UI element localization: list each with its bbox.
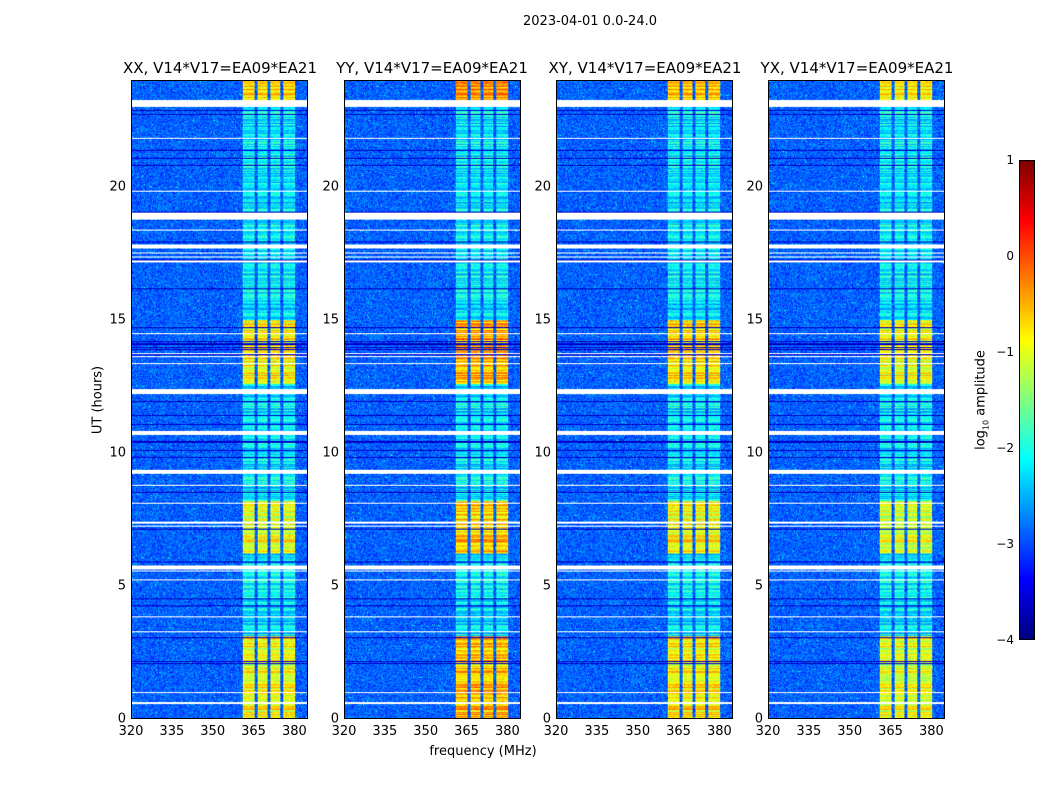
waterfall-image [132,81,307,718]
x-tick-label: 320 [543,724,569,739]
y-tick-label: 0 [117,711,126,727]
x-tick-label: 365 [878,724,903,739]
colorbar-tick-label: −3 [996,537,1014,551]
x-tick-label: 365 [454,724,479,739]
x-axis-label: frequency (MHz) [429,744,537,759]
x-tick-label: 380 [494,724,520,739]
x-tick-label: 350 [625,724,651,739]
y-tick-label: 5 [117,578,126,594]
y-tick-label: 0 [330,711,339,727]
waterfall-image [557,81,732,718]
colorbar-gradient [1020,161,1034,639]
waterfall-panel-yy [344,80,521,719]
y-tick-label: 0 [754,711,763,727]
y-tick-label: 15 [322,312,339,328]
panel-title-yx: YX, V14*V17=EA09*EA21 [760,59,954,77]
y-tick-label: 20 [534,179,551,194]
panel-title-xy: XY, V14*V17=EA09*EA21 [548,59,742,77]
x-tick-label: 380 [918,724,944,739]
colorbar-label: log10 amplitude [973,350,991,450]
x-tick-label: 320 [331,724,357,739]
y-tick-label: 10 [746,445,763,461]
colorbar-tick-label: −1 [996,345,1014,359]
y-tick-label: 5 [754,578,763,594]
y-axis-label: UT (hours) [90,365,106,435]
colorbar-tick-label: 0 [1006,249,1014,263]
x-tick-label: 350 [837,724,863,739]
x-tick-label: 350 [413,724,439,739]
x-tick-label: 335 [372,724,398,739]
x-tick-label: 350 [200,724,226,739]
y-tick-label: 10 [322,445,339,461]
panel-title-xx: XX, V14*V17=EA09*EA21 [122,59,318,77]
y-tick-label: 10 [534,445,551,461]
colorbar-tick-label: −4 [996,633,1014,647]
x-tick-label: 335 [796,724,822,739]
waterfall-image [769,81,944,718]
y-tick-label: 0 [542,711,551,727]
waterfall-image [345,81,520,718]
y-tick-label: 20 [746,179,763,194]
y-tick-label: 5 [330,578,339,594]
x-tick-label: 380 [281,724,307,739]
waterfall-panel-yx [768,80,945,719]
y-tick-label: 15 [109,312,126,328]
x-tick-label: 335 [159,724,185,739]
figure-title: 2023-04-01 0.0-24.0 [523,14,657,29]
colorbar [1019,160,1035,640]
y-tick-label: 20 [109,179,126,194]
waterfall-panel-xx [131,80,308,719]
x-tick-label: 335 [584,724,610,739]
x-tick-label: 320 [118,724,144,739]
panel-title-yy: YY, V14*V17=EA09*EA21 [336,59,528,77]
x-tick-label: 365 [241,724,266,739]
colorbar-tick-label: −2 [996,441,1014,455]
waterfall-panel-xy [556,80,733,719]
x-tick-label: 380 [706,724,732,739]
y-tick-label: 5 [542,578,551,594]
x-tick-label: 320 [755,724,781,739]
colorbar-tick-label: 1 [1006,153,1014,167]
y-tick-label: 20 [322,179,339,194]
y-tick-label: 15 [746,312,763,328]
y-tick-label: 10 [109,445,126,461]
x-tick-label: 365 [666,724,691,739]
y-tick-label: 15 [534,312,551,328]
